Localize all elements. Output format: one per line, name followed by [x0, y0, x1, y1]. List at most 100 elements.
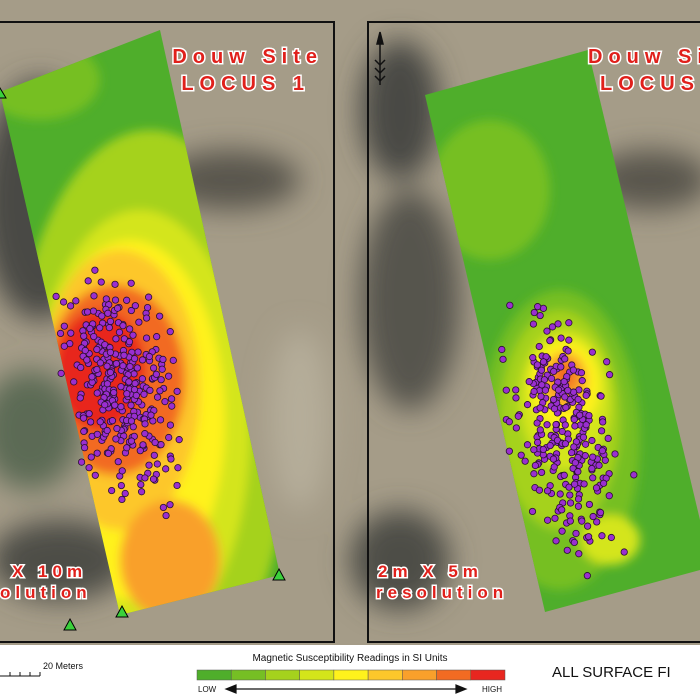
artifact-point — [566, 499, 575, 507]
artifact-point — [174, 464, 182, 472]
artifact-point — [111, 280, 119, 288]
artifact-point — [166, 501, 174, 509]
artifact-point — [139, 441, 147, 449]
artifact-point — [111, 296, 120, 304]
artifact-point — [140, 390, 148, 398]
artifact-point — [157, 441, 165, 449]
legend-swatch — [265, 669, 300, 681]
legend-swatch — [230, 669, 266, 681]
datum-markers — [0, 87, 286, 631]
artifact-point — [102, 295, 110, 303]
artifact-point — [96, 324, 104, 332]
resolution-text: olution — [0, 583, 92, 602]
artifact-point — [153, 333, 161, 341]
artifact-point — [156, 312, 164, 320]
artifact-point — [589, 453, 597, 461]
artifact-point — [584, 522, 592, 530]
artifact-point — [83, 356, 91, 364]
artifact-point — [566, 491, 574, 499]
artifact-point — [149, 475, 158, 483]
artifact-point — [98, 312, 106, 320]
artifact-point — [80, 427, 88, 436]
artifact-point — [523, 441, 532, 449]
artifact-point — [143, 303, 152, 312]
artifact-point — [557, 363, 565, 371]
artifact-point — [551, 514, 559, 522]
artifact-point — [173, 481, 181, 490]
artifact-point — [151, 438, 159, 447]
artifact-point — [505, 447, 513, 455]
artifact-point — [585, 533, 593, 541]
artifact-point — [512, 424, 520, 432]
artifact-point — [603, 358, 611, 366]
artifact-point — [535, 486, 544, 494]
artifact-point — [589, 474, 597, 482]
artifact-point — [119, 322, 127, 330]
artifact-point — [162, 511, 170, 520]
north-arrow — [374, 31, 386, 85]
artifact-point — [101, 401, 109, 409]
legend-swatch — [436, 669, 472, 681]
artifact-point — [166, 328, 174, 336]
artifact-point — [574, 495, 583, 503]
artifact-point — [131, 302, 139, 310]
artifact-point — [112, 335, 120, 343]
artifact-point — [167, 395, 176, 403]
artifact-point — [548, 323, 557, 331]
artifact-point — [130, 385, 139, 394]
artifact-point — [138, 375, 146, 383]
artifact-point — [506, 301, 514, 309]
artifact-point — [88, 373, 96, 381]
artifact-point — [67, 302, 75, 310]
artifact-point — [550, 367, 558, 376]
artifact-point — [72, 297, 80, 305]
artifact-point — [561, 393, 569, 401]
artifact-point — [76, 394, 84, 402]
artifact-point — [570, 443, 578, 451]
artifact-point — [90, 292, 98, 300]
artifact-point — [550, 463, 558, 471]
artifact-point — [577, 369, 586, 377]
resolution-text: 2m X 5m — [378, 562, 483, 581]
artifact-point — [552, 420, 560, 429]
artifact-point — [77, 458, 86, 466]
artifact-point — [546, 441, 554, 450]
artifact-point — [592, 484, 601, 492]
artifact-point — [521, 457, 529, 465]
artifact-point — [598, 427, 606, 435]
artifact-point — [126, 362, 134, 371]
artifact-point — [589, 512, 597, 521]
artifact-point — [556, 490, 564, 498]
artifact-point — [611, 450, 619, 458]
artifact-point — [117, 481, 125, 490]
locus-title: LOCUS — [600, 73, 700, 95]
artifact-point — [104, 449, 112, 458]
artifact-point — [502, 386, 510, 394]
artifact-point — [106, 348, 115, 356]
legend-swatch — [333, 669, 369, 681]
artifact-point — [543, 487, 552, 495]
artifact-point — [96, 418, 104, 426]
artifact-point — [564, 386, 572, 395]
artifact-point — [106, 317, 115, 325]
artifact-point — [138, 356, 147, 364]
legend-swatch — [402, 669, 437, 681]
artifact-point — [571, 480, 579, 488]
artifact-point — [79, 414, 88, 422]
artifact-point — [564, 347, 572, 355]
artifact-point — [595, 461, 603, 469]
artifact-point — [156, 387, 164, 395]
artifact-point — [165, 433, 173, 442]
site-title: Douw Site — [588, 46, 700, 68]
artifact-point — [561, 355, 569, 363]
artifact-point — [571, 422, 579, 430]
artifact-point — [162, 465, 170, 473]
artifact-point — [574, 502, 583, 510]
artifact-point — [90, 332, 98, 341]
artifact-point — [560, 471, 568, 479]
artifact-point — [582, 421, 590, 429]
artifact-point — [159, 503, 167, 512]
artifact-point — [93, 365, 101, 374]
artifact-point — [578, 517, 586, 525]
legend-arrow — [224, 684, 468, 694]
